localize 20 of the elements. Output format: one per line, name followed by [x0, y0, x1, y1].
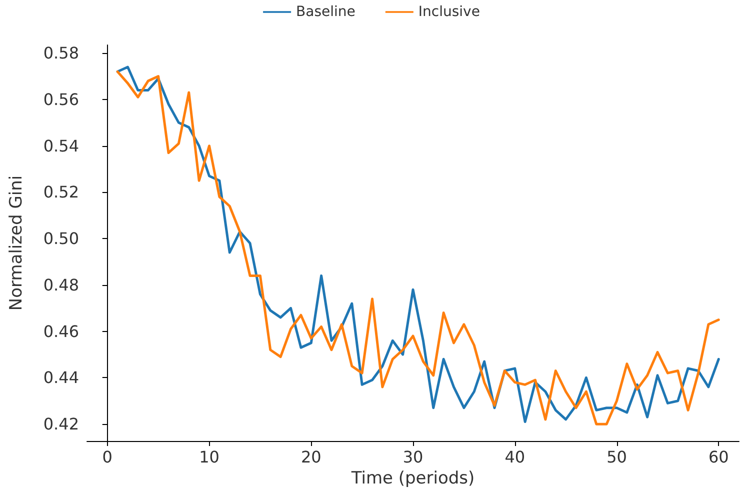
x-axis-title: Time (periods): [350, 468, 475, 488]
x-tick-label: 40: [504, 448, 526, 466]
y-tick-label: 0.50: [43, 229, 79, 248]
y-tick-label: 0.58: [43, 44, 79, 63]
x-tick-label: 0: [102, 448, 112, 466]
y-tick-label: 0.42: [43, 414, 79, 434]
legend-label: Baseline: [296, 4, 356, 20]
y-tick-label: 0.56: [43, 90, 79, 109]
x-tick-label: 60: [708, 448, 729, 466]
y-axis-title: Normalized Gini: [6, 175, 26, 311]
legend-label: Inclusive: [418, 4, 480, 20]
x-tick-label: 30: [402, 448, 424, 466]
y-tick-label: 0.52: [43, 182, 79, 202]
y-tick-label: 0.44: [43, 368, 79, 388]
x-tick-label: 10: [199, 448, 220, 466]
y-tick-label: 0.54: [43, 136, 79, 156]
x-tick-label: 20: [300, 448, 322, 466]
x-tick-label: 50: [606, 448, 627, 466]
y-tick-label: 0.48: [43, 275, 79, 294]
y-tick-label: 0.46: [43, 322, 79, 341]
